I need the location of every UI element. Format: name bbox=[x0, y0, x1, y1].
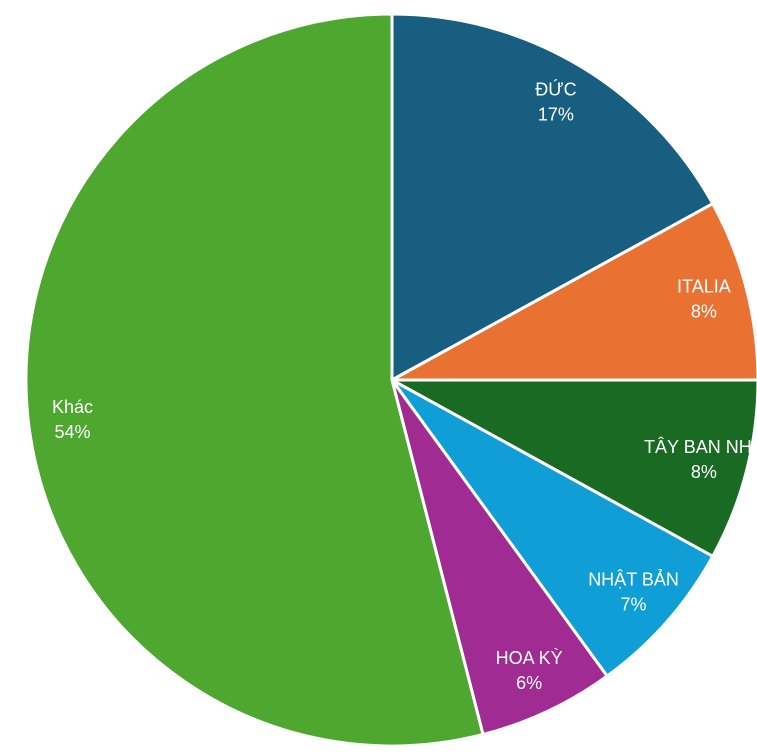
slice-label: ĐỨC bbox=[535, 79, 576, 100]
slice-label: TÂY BAN NHA bbox=[644, 437, 757, 457]
pie-slice bbox=[390, 379, 610, 737]
slice-value: 17% bbox=[538, 105, 574, 125]
slice-value: 8% bbox=[691, 302, 717, 322]
slice-value: 8% bbox=[691, 462, 717, 482]
pie-slice bbox=[390, 378, 715, 679]
slice-value: 7% bbox=[621, 595, 647, 615]
slice-value: 6% bbox=[516, 673, 542, 693]
slice-label: HOA KỲ bbox=[496, 648, 563, 668]
slice-label: Khác bbox=[52, 397, 93, 417]
slice-label: ITALIA bbox=[677, 277, 731, 297]
pie-slice bbox=[390, 12, 715, 383]
pie-slice bbox=[24, 12, 485, 748]
pie-slice bbox=[391, 378, 757, 559]
slice-label: NHẬT BẢN bbox=[588, 569, 679, 590]
pie-slice bbox=[391, 201, 757, 382]
slice-value: 54% bbox=[55, 422, 91, 442]
